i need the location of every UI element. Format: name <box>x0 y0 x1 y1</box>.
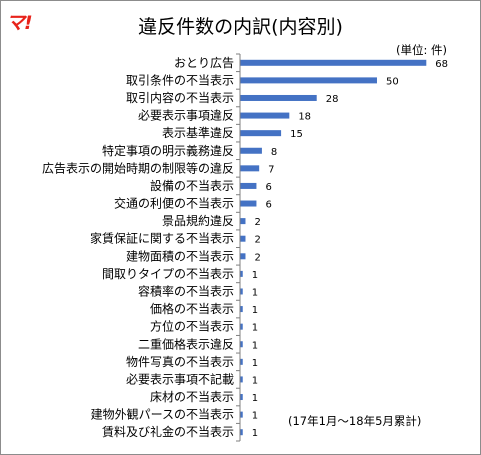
category-label-2: 取引内容の不当表示 <box>126 90 234 105</box>
category-label-12: 間取りタイプの不当表示 <box>102 267 234 281</box>
category-label-9: 景品規約違反 <box>162 213 234 228</box>
category-label-8: 交通の利便の不当表示 <box>114 196 234 211</box>
bar-3 <box>240 112 290 119</box>
value-label-0: 68 <box>435 59 448 70</box>
category-label-17: 物件写真の不当表示 <box>126 355 234 369</box>
value-label-15: 1 <box>252 323 258 334</box>
category-label-1: 取引条件の不当表示 <box>126 73 234 87</box>
value-label-21: 1 <box>252 428 258 439</box>
category-label-18: 必要表示事項不記載 <box>126 371 234 386</box>
value-label-17: 1 <box>252 358 258 369</box>
bar-19 <box>240 394 243 401</box>
category-labels: おとり広告取引条件の不当表示取引内容の不当表示必要表示事項違反表示基準違反特定事… <box>42 56 234 439</box>
bar-13 <box>240 288 243 295</box>
value-label-10: 2 <box>254 235 260 246</box>
value-label-11: 2 <box>254 252 260 263</box>
value-label-14: 1 <box>252 305 258 316</box>
value-label-12: 1 <box>252 270 258 281</box>
bar-14 <box>240 306 243 313</box>
category-label-11: 建物面積の不当表示 <box>126 248 234 263</box>
bar-16 <box>240 341 243 348</box>
category-label-10: 家賃保証に関する不当表示 <box>90 231 234 246</box>
bar-20 <box>240 411 243 418</box>
bar-4 <box>240 130 282 137</box>
category-label-16: 二重価格表示違反 <box>138 336 234 351</box>
value-label-6: 7 <box>268 164 274 175</box>
category-label-19: 床材の不当表示 <box>150 390 234 404</box>
bar-group <box>240 59 427 436</box>
value-label-19: 1 <box>252 393 258 404</box>
category-label-15: 方位の不当表示 <box>150 319 234 334</box>
value-label-5: 8 <box>271 147 277 158</box>
value-label-7: 6 <box>265 182 271 193</box>
bar-2 <box>240 94 317 101</box>
category-label-20: 建物外観パースの不当表示 <box>91 408 234 422</box>
bar-15 <box>240 323 243 330</box>
bar-17 <box>240 358 243 365</box>
category-label-4: 表示基準違反 <box>162 125 234 140</box>
unit-note: (単位: 件) <box>396 43 448 57</box>
category-label-3: 必要表示事項違反 <box>138 109 234 123</box>
bar-10 <box>240 235 246 242</box>
period-note: (17年1月〜18年5月累計) <box>288 414 422 428</box>
bar-5 <box>240 147 262 154</box>
bar-0 <box>240 59 427 66</box>
value-label-18: 1 <box>252 375 258 386</box>
value-label-4: 15 <box>290 129 303 140</box>
bar-21 <box>240 429 243 436</box>
value-label-1: 50 <box>386 76 399 87</box>
value-label-2: 28 <box>326 94 339 105</box>
bar-6 <box>240 165 260 172</box>
bar-18 <box>240 376 243 383</box>
category-label-7: 設備の不当表示 <box>150 178 234 193</box>
chart-title: 違反件数の内訳(内容別) <box>138 16 343 38</box>
value-label-20: 1 <box>252 411 258 422</box>
bar-11 <box>240 253 246 260</box>
bar-9 <box>240 218 246 225</box>
value-label-13: 1 <box>252 287 258 298</box>
value-label-9: 2 <box>254 217 260 228</box>
value-label-16: 1 <box>252 340 258 351</box>
bar-7 <box>240 182 257 189</box>
category-label-6: 広告表示の開始時期の制限等の違反 <box>42 161 234 175</box>
category-label-5: 特定事項の明示義務違反 <box>102 143 234 158</box>
category-label-21: 賃料及び礼金の不当表示 <box>102 424 234 439</box>
logo-mark: マ! <box>6 12 33 34</box>
category-label-14: 価格の不当表示 <box>150 301 234 316</box>
category-label-0: おとり広告 <box>174 56 234 70</box>
bar-1 <box>240 77 377 84</box>
y-axis-ticks <box>236 53 240 442</box>
bar-8 <box>240 200 257 207</box>
value-label-3: 18 <box>298 112 311 123</box>
category-label-13: 容積率の不当表示 <box>138 283 234 298</box>
bar-12 <box>240 270 243 277</box>
value-label-8: 6 <box>265 200 271 211</box>
